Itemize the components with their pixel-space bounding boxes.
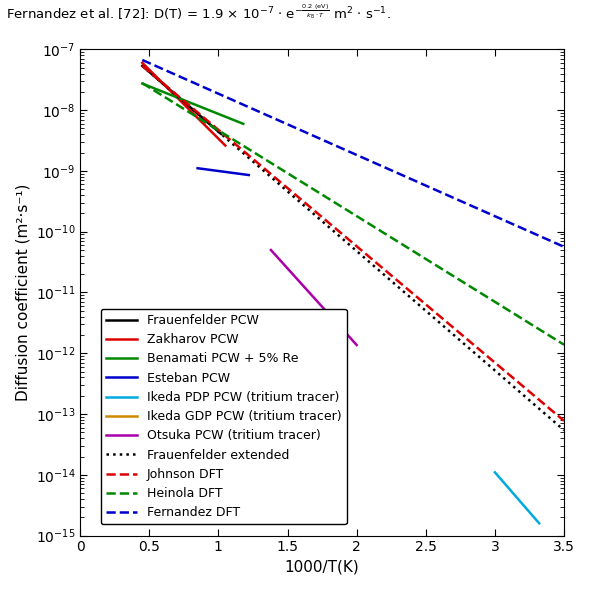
Ikeda PDP PCW (tritium tracer) bbox=[529, 512, 536, 519]
Johnson DFT bbox=[388, 273, 395, 280]
Johnson DFT bbox=[560, 417, 568, 424]
Line: Otsuka PCW (tritium tracer): Otsuka PCW (tritium tracer) bbox=[271, 250, 356, 345]
Heinola DFT bbox=[521, 317, 528, 324]
Esteban PCW bbox=[225, 169, 232, 176]
Line: Johnson DFT: Johnson DFT bbox=[142, 66, 564, 421]
Ikeda PDP PCW (tritium tracer) bbox=[517, 499, 525, 506]
Line: Frauenfelder PCW: Frauenfelder PCW bbox=[142, 66, 221, 134]
Frauenfelder PCW bbox=[210, 124, 217, 131]
Fernandez DFT bbox=[390, 168, 397, 175]
Otsuka PCW (tritium tracer) bbox=[345, 333, 352, 340]
Otsuka PCW (tritium tracer) bbox=[319, 303, 326, 310]
Heinola DFT bbox=[390, 235, 397, 242]
Esteban PCW bbox=[245, 172, 253, 179]
Fernandez DFT bbox=[139, 57, 146, 64]
Text: Fernandez et al. [72]: D(T) = 1.9 $\times$ 10$^{-7}$ $\cdot$ e$^{-\frac{0.2\ \ma: Fernandez et al. [72]: D(T) = 1.9 $\time… bbox=[6, 3, 391, 22]
Benamati PCW + 5% Re bbox=[139, 80, 146, 87]
Zakharov PCW bbox=[188, 109, 195, 116]
Line: Heinola DFT: Heinola DFT bbox=[142, 83, 564, 345]
Zakharov PCW bbox=[209, 129, 216, 136]
Johnson DFT bbox=[494, 362, 501, 369]
Fernandez DFT bbox=[140, 57, 148, 64]
Heinola DFT bbox=[494, 300, 501, 307]
Frauenfelder extended bbox=[397, 286, 404, 293]
Ikeda PDP PCW (tritium tracer) bbox=[491, 469, 499, 476]
Heinola DFT bbox=[560, 341, 568, 348]
Line: Frauenfelder extended: Frauenfelder extended bbox=[142, 66, 564, 430]
Esteban PCW bbox=[241, 171, 248, 178]
Frauenfelder extended bbox=[560, 427, 568, 434]
Zakharov PCW bbox=[139, 59, 146, 66]
Legend: Frauenfelder PCW, Zakharov PCW, Benamati PCW + 5% Re, Esteban PCW, Ikeda PDP PCW: Frauenfelder PCW, Zakharov PCW, Benamati… bbox=[101, 309, 347, 525]
Johnson DFT bbox=[139, 63, 146, 70]
Benamati PCW + 5% Re bbox=[224, 114, 231, 121]
Frauenfelder PCW bbox=[205, 120, 212, 127]
Benamati PCW + 5% Re bbox=[139, 80, 146, 87]
Frauenfelder PCW bbox=[186, 103, 193, 110]
Esteban PCW bbox=[224, 169, 231, 176]
Benamati PCW + 5% Re bbox=[230, 116, 237, 123]
Zakharov PCW bbox=[188, 108, 195, 115]
Benamati PCW + 5% Re bbox=[199, 104, 206, 111]
Line: Zakharov PCW: Zakharov PCW bbox=[142, 63, 225, 146]
Y-axis label: Diffusion coefficient (m²·s⁻¹): Diffusion coefficient (m²·s⁻¹) bbox=[15, 183, 30, 401]
Zakharov PCW bbox=[139, 60, 146, 67]
Fernandez DFT bbox=[521, 226, 528, 233]
Zakharov PCW bbox=[222, 142, 229, 149]
Heinola DFT bbox=[397, 240, 404, 247]
Esteban PCW bbox=[194, 165, 201, 172]
Frauenfelder PCW bbox=[139, 63, 146, 70]
Frauenfelder extended bbox=[139, 63, 146, 70]
Otsuka PCW (tritium tracer) bbox=[353, 342, 360, 349]
X-axis label: 1000/T(K): 1000/T(K) bbox=[285, 560, 359, 575]
Line: Fernandez DFT: Fernandez DFT bbox=[142, 60, 564, 247]
Fernandez DFT bbox=[397, 171, 404, 178]
Otsuka PCW (tritium tracer) bbox=[268, 247, 275, 254]
Otsuka PCW (tritium tracer) bbox=[340, 326, 347, 333]
Frauenfelder extended bbox=[494, 369, 501, 376]
Line: Benamati PCW + 5% Re: Benamati PCW + 5% Re bbox=[142, 84, 243, 124]
Benamati PCW + 5% Re bbox=[201, 104, 208, 112]
Johnson DFT bbox=[521, 384, 528, 391]
Ikeda PDP PCW (tritium tracer) bbox=[519, 500, 526, 507]
Esteban PCW bbox=[225, 169, 232, 176]
Fernandez DFT bbox=[388, 167, 395, 174]
Frauenfelder extended bbox=[390, 279, 397, 286]
Esteban PCW bbox=[237, 171, 244, 178]
Frauenfelder PCW bbox=[218, 130, 225, 137]
Benamati PCW + 5% Re bbox=[198, 104, 205, 111]
Otsuka PCW (tritium tracer) bbox=[320, 304, 327, 312]
Zakharov PCW bbox=[214, 134, 221, 141]
Ikeda PDP PCW (tritium tracer) bbox=[518, 499, 525, 506]
Esteban PCW bbox=[194, 165, 201, 172]
Zakharov PCW bbox=[189, 110, 196, 117]
Otsuka PCW (tritium tracer) bbox=[318, 303, 325, 310]
Ikeda PDP PCW (tritium tracer) bbox=[536, 520, 543, 527]
Frauenfelder PCW bbox=[139, 63, 146, 70]
Ikeda PDP PCW (tritium tracer) bbox=[532, 515, 539, 522]
Heinola DFT bbox=[140, 80, 148, 87]
Frauenfelder extended bbox=[521, 392, 528, 399]
Heinola DFT bbox=[388, 234, 395, 241]
Heinola DFT bbox=[139, 80, 146, 87]
Frauenfelder PCW bbox=[185, 103, 192, 110]
Benamati PCW + 5% Re bbox=[240, 120, 247, 127]
Line: Ikeda PDP PCW (tritium tracer): Ikeda PDP PCW (tritium tracer) bbox=[495, 473, 539, 523]
Line: Esteban PCW: Esteban PCW bbox=[198, 168, 249, 175]
Otsuka PCW (tritium tracer) bbox=[267, 247, 274, 254]
Ikeda PDP PCW (tritium tracer) bbox=[491, 469, 499, 476]
Johnson DFT bbox=[140, 64, 148, 71]
Frauenfelder extended bbox=[140, 64, 148, 71]
Fernandez DFT bbox=[494, 214, 501, 221]
Fernandez DFT bbox=[560, 243, 568, 250]
Frauenfelder extended bbox=[388, 278, 395, 285]
Johnson DFT bbox=[397, 280, 404, 287]
Frauenfelder PCW bbox=[187, 104, 194, 111]
Johnson DFT bbox=[390, 274, 397, 281]
